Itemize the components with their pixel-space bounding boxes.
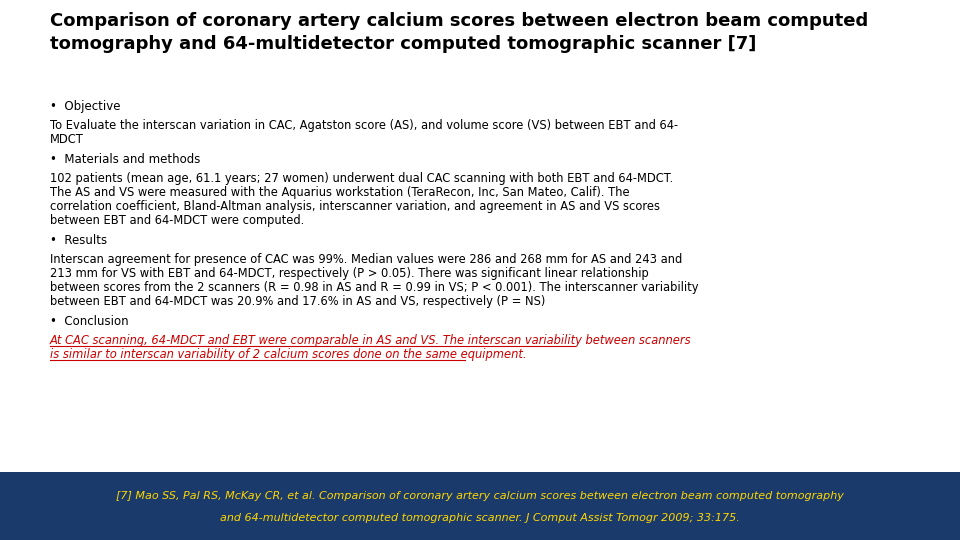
Text: between EBT and 64-MDCT were computed.: between EBT and 64-MDCT were computed. bbox=[50, 214, 304, 227]
Bar bbox=[0, 472, 960, 540]
Text: between EBT and 64-MDCT was 20.9% and 17.6% in AS and VS, respectively (P = NS): between EBT and 64-MDCT was 20.9% and 17… bbox=[50, 295, 545, 308]
Text: At CAC scanning, 64-MDCT and EBT were comparable in AS and VS. The interscan var: At CAC scanning, 64-MDCT and EBT were co… bbox=[50, 334, 691, 347]
Text: The AS and VS were measured with the Aquarius workstation (TeraRecon, Inc, San M: The AS and VS were measured with the Aqu… bbox=[50, 186, 630, 199]
Text: Interscan agreement for presence of CAC was 99%. Median values were 286 and 268 : Interscan agreement for presence of CAC … bbox=[50, 253, 683, 266]
Text: and 64-multidetector computed tomographic scanner. J Comput Assist Tomogr 2009; : and 64-multidetector computed tomographi… bbox=[220, 513, 740, 523]
Text: •  Objective: • Objective bbox=[50, 100, 121, 113]
Text: [7] Mao SS, Pal RS, McKay CR, et al. Comparison of coronary artery calcium score: [7] Mao SS, Pal RS, McKay CR, et al. Com… bbox=[116, 491, 844, 501]
Text: is similar to interscan variability of 2 calcium scores done on the same equipme: is similar to interscan variability of 2… bbox=[50, 348, 526, 361]
Text: Comparison of coronary artery calcium scores between electron beam computed
tomo: Comparison of coronary artery calcium sc… bbox=[50, 12, 868, 53]
Text: •  Results: • Results bbox=[50, 234, 108, 247]
Text: correlation coefficient, Bland-Altman analysis, interscanner variation, and agre: correlation coefficient, Bland-Altman an… bbox=[50, 200, 660, 213]
Text: between scores from the 2 scanners (R = 0.98 in AS and R = 0.99 in VS; P < 0.001: between scores from the 2 scanners (R = … bbox=[50, 281, 699, 294]
Text: 213 mm for VS with EBT and 64-MDCT, respectively (P > 0.05). There was significa: 213 mm for VS with EBT and 64-MDCT, resp… bbox=[50, 267, 649, 280]
Text: 102 patients (mean age, 61.1 years; 27 women) underwent dual CAC scanning with b: 102 patients (mean age, 61.1 years; 27 w… bbox=[50, 172, 673, 185]
Text: •  Conclusion: • Conclusion bbox=[50, 315, 129, 328]
Text: MDCT: MDCT bbox=[50, 133, 84, 146]
Text: •  Materials and methods: • Materials and methods bbox=[50, 153, 201, 166]
Text: To Evaluate the interscan variation in CAC, Agatston score (AS), and volume scor: To Evaluate the interscan variation in C… bbox=[50, 119, 678, 132]
